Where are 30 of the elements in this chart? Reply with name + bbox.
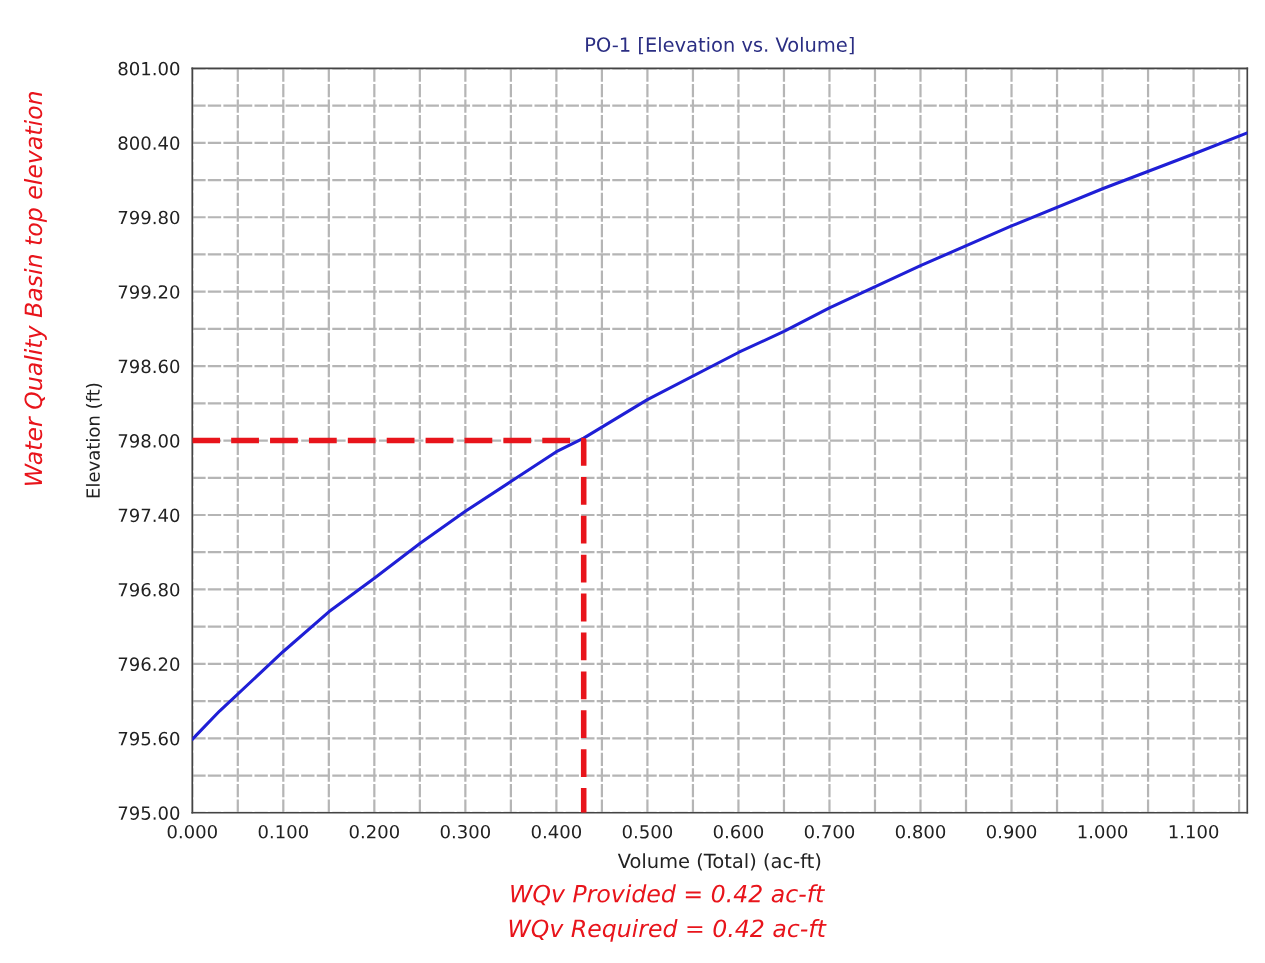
x-tick-label: 0.400 bbox=[531, 824, 582, 839]
y-tick-label: 795.00 bbox=[118, 806, 180, 820]
x-axis-title: Volume (Total) (ac-ft) bbox=[617, 853, 821, 871]
text: WQv Provided = 0.42 ac-ft bbox=[511, 884, 825, 906]
x-tick-label: 0.800 bbox=[895, 824, 946, 839]
y-tick-label: 799.80 bbox=[118, 210, 180, 225]
x-tick-label: 0.600 bbox=[713, 824, 764, 839]
line-series bbox=[192, 131, 1248, 742]
text: Water Quality Basin top elevation bbox=[23, 92, 47, 486]
x-tick-label: 0.200 bbox=[349, 824, 399, 839]
y-axis-title: Elevation (ft) bbox=[85, 383, 103, 498]
y-tick-label: 798.60 bbox=[118, 359, 180, 374]
x-tick-label: 0.700 bbox=[804, 824, 855, 839]
x-tick-label: 0.300 bbox=[440, 824, 491, 839]
y-tick-label: 801.00 bbox=[118, 61, 180, 76]
y-tick-label: 798.00 bbox=[118, 434, 180, 448]
y-tick-label: 795.60 bbox=[118, 731, 180, 746]
y-tick-label: 796.80 bbox=[118, 582, 180, 597]
x-tick-label: 1.000 bbox=[1078, 824, 1128, 839]
y-tick-label: 796.20 bbox=[118, 657, 180, 672]
x-tick-label: 1.100 bbox=[1169, 824, 1219, 839]
y-tick-label: 800.40 bbox=[118, 136, 180, 150]
chart-title: PO-1 [Elevation vs. Volume] bbox=[586, 36, 854, 55]
x-tick-label: 0.000 bbox=[167, 824, 217, 839]
x-tick-label: 0.500 bbox=[622, 824, 673, 839]
y-tick-label: 797.40 bbox=[118, 508, 180, 523]
y-tick-label: 799.20 bbox=[118, 285, 180, 299]
x-tick-label: 0.900 bbox=[986, 824, 1037, 839]
text: WQv Required = 0.42 ac-ft bbox=[509, 918, 827, 942]
x-tick-label: 0.100 bbox=[258, 824, 308, 839]
